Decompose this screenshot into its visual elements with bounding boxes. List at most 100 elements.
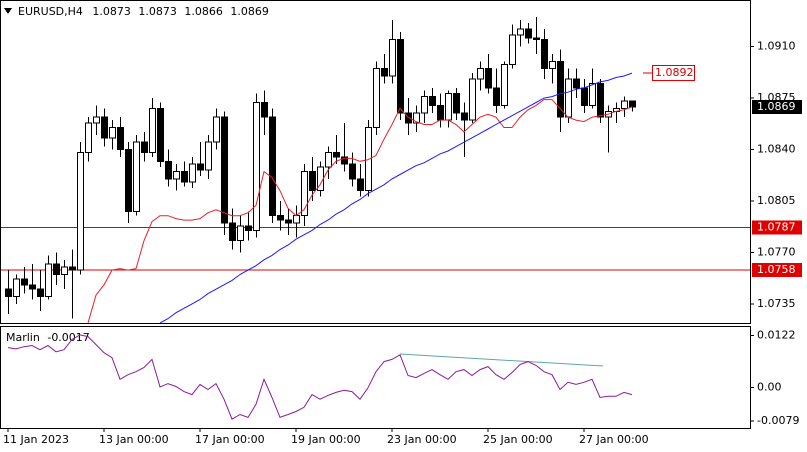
candle-body (261, 101, 268, 118)
candle-body (205, 141, 212, 171)
menu-arrow[interactable] (4, 8, 12, 14)
candle-body (485, 68, 492, 89)
candle-body (349, 163, 356, 180)
candle-body (389, 38, 396, 77)
candle-body (333, 151, 340, 158)
trend-line (399, 353, 604, 367)
y-tick-label: -0.0079 (757, 414, 799, 427)
candle-body (509, 34, 516, 65)
level-box (752, 263, 802, 278)
candle-body (525, 28, 532, 39)
y-tick-label: 0.00 (757, 380, 782, 393)
line-series (159, 72, 633, 323)
candle-body (589, 82, 596, 106)
candle-body (557, 60, 564, 118)
header: EURUSD,H4 1.0873 1.0873 1.0866 1.0869 (18, 5, 269, 18)
candle-body (413, 112, 420, 124)
y-tick-label: 1.0735 (757, 297, 796, 310)
candle-body (221, 116, 228, 224)
candle-body (109, 126, 116, 139)
candle-body (229, 222, 236, 242)
candle-body (77, 151, 84, 271)
candle-body (149, 107, 156, 153)
y-tick-label: 1.0805 (757, 194, 796, 207)
candle-body (133, 141, 140, 212)
candle-body (93, 116, 100, 124)
candle-body (325, 151, 332, 168)
candle-body (213, 116, 220, 143)
candle-body (581, 87, 588, 106)
indicator-name: Marlin (6, 331, 40, 344)
candle-body (629, 100, 636, 108)
line-series (7, 334, 633, 420)
candle-body (61, 266, 68, 275)
main-panel (0, 0, 751, 324)
candle-body (269, 116, 276, 217)
candle-body (341, 156, 348, 165)
candle-body (453, 93, 460, 114)
indicator-title: Marlin -0.0017 (6, 331, 90, 344)
candle-body (37, 288, 44, 298)
ma-label-box (652, 65, 695, 82)
candle-body (293, 215, 300, 224)
candle-body (101, 116, 108, 139)
y-tick-label: 1.0840 (757, 143, 796, 156)
level-box (752, 220, 802, 235)
candle-body (541, 38, 548, 70)
candle-body (381, 68, 388, 77)
candle-body (573, 78, 580, 89)
x-tick-label: 11 Jan 2023 (3, 433, 69, 446)
candle-body (517, 28, 524, 36)
candle-body (493, 87, 500, 106)
candle-body (5, 288, 12, 298)
close: 1.0869 (230, 5, 269, 18)
candle-body (117, 126, 124, 151)
open: 1.0873 (92, 5, 131, 18)
y-tick-label: 0.0122 (757, 329, 796, 342)
candle-body (437, 104, 444, 121)
candle-body (85, 122, 92, 153)
candle-body (141, 141, 148, 153)
indicator-value: -0.0017 (47, 331, 89, 344)
symbol: EURUSD,H4 (18, 5, 83, 18)
x-tick-label: 19 Jan 00:00 (291, 433, 361, 446)
high: 1.0873 (138, 5, 177, 18)
candle-body (469, 78, 476, 121)
candle-body (253, 101, 260, 231)
x-tick-label: 17 Jan 00:00 (195, 433, 265, 446)
candle-body (53, 263, 60, 275)
level-label: 1.0787 (757, 220, 796, 233)
candle-body (501, 63, 508, 106)
level-label: 1.0758 (757, 263, 796, 276)
candle-body (29, 284, 36, 290)
candle-body (45, 263, 52, 298)
y-tick-label: 1.0770 (757, 245, 796, 258)
x-tick-label: 25 Jan 00:00 (483, 433, 553, 446)
sub-panel (0, 326, 751, 429)
candle-body (157, 107, 164, 162)
x-tick-label: 13 Jan 00:00 (99, 433, 169, 446)
candle-body (197, 163, 204, 171)
candle-body (125, 149, 132, 212)
candle-body (301, 171, 308, 217)
candle-body (189, 163, 196, 183)
candle-body (181, 171, 188, 183)
candle-body (69, 266, 76, 271)
candle-body (397, 38, 404, 114)
candle-body (565, 78, 572, 118)
y-tick-label: 1.0910 (757, 40, 796, 53)
candle-body (13, 278, 20, 298)
x-tick-label: 27 Jan 00:00 (579, 433, 649, 446)
candle-body (549, 60, 556, 70)
line-series (87, 99, 633, 323)
last-price-label: 1.0869 (757, 100, 796, 113)
candle-body (309, 171, 316, 192)
candle-body (477, 68, 484, 80)
candle-body (461, 112, 468, 121)
candle-body (21, 278, 28, 286)
candle-body (621, 100, 628, 109)
candle-body (285, 219, 292, 224)
x-tick-label: 23 Jan 00:00 (387, 433, 457, 446)
candle-body (421, 96, 428, 114)
